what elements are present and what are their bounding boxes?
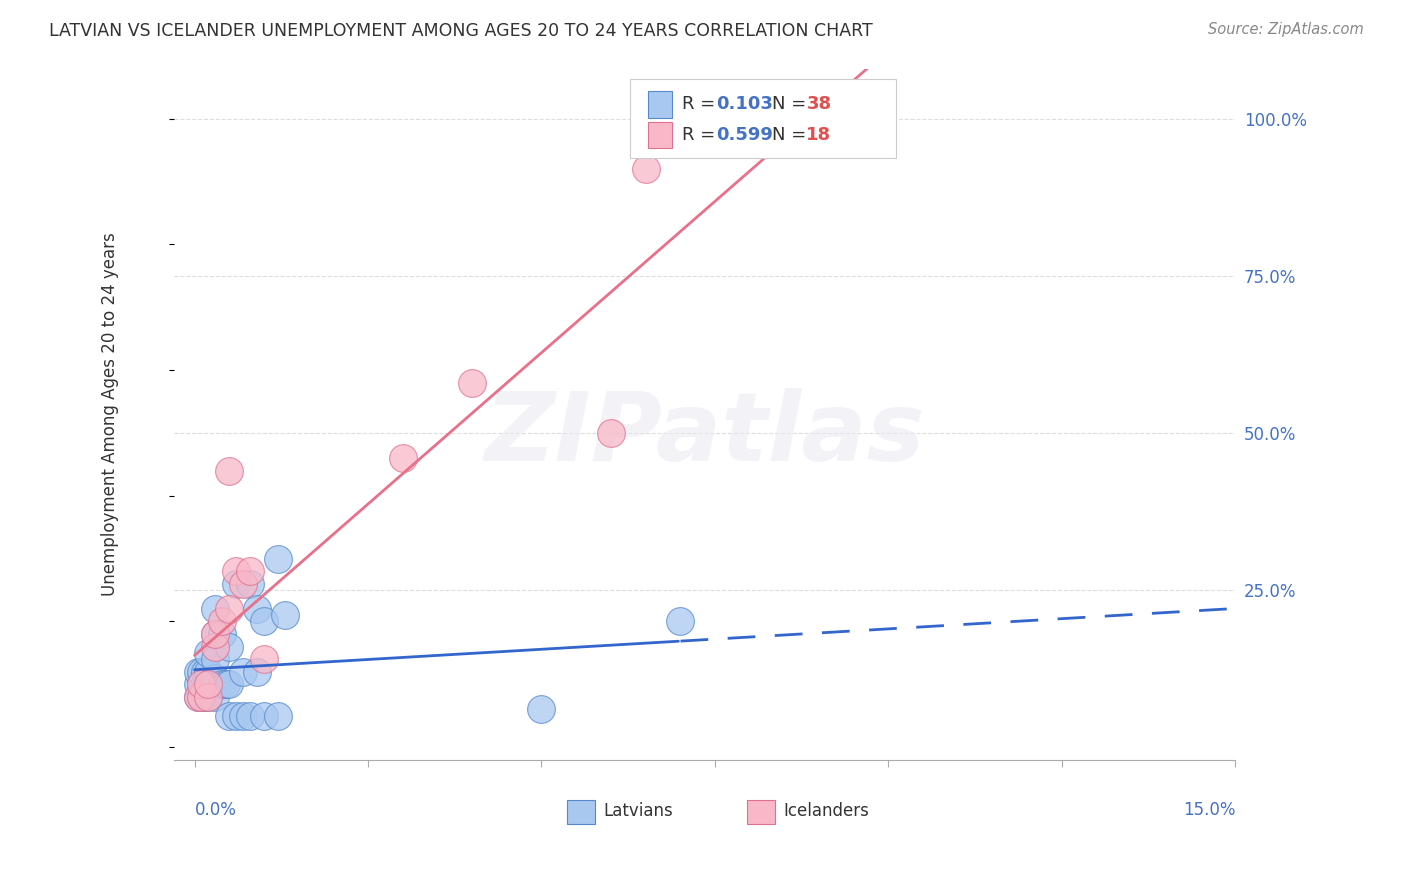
Point <box>204 627 226 641</box>
Point <box>239 564 262 578</box>
Point <box>204 671 226 685</box>
Point <box>204 627 226 641</box>
Point <box>225 564 247 578</box>
Point <box>246 665 269 679</box>
Point <box>197 677 219 691</box>
Text: 0.103: 0.103 <box>716 95 773 113</box>
Point <box>187 690 209 704</box>
Point <box>267 708 290 723</box>
Point <box>253 652 276 666</box>
Point <box>215 677 238 691</box>
Point <box>194 665 217 679</box>
Text: Unemployment Among Ages 20 to 24 years: Unemployment Among Ages 20 to 24 years <box>101 232 120 596</box>
Point <box>669 615 692 629</box>
Point <box>190 690 212 704</box>
Point <box>190 665 212 679</box>
Text: LATVIAN VS ICELANDER UNEMPLOYMENT AMONG AGES 20 TO 24 YEARS CORRELATION CHART: LATVIAN VS ICELANDER UNEMPLOYMENT AMONG … <box>49 22 873 40</box>
Point <box>187 677 209 691</box>
Text: R =: R = <box>682 126 721 144</box>
Text: Source: ZipAtlas.com: Source: ZipAtlas.com <box>1208 22 1364 37</box>
Point <box>246 602 269 616</box>
Point <box>274 608 297 623</box>
Point <box>599 425 621 440</box>
Point <box>218 708 240 723</box>
Point <box>197 677 219 691</box>
FancyBboxPatch shape <box>648 91 672 118</box>
Point <box>187 665 209 679</box>
Point <box>197 690 219 704</box>
Point <box>190 677 212 691</box>
Point <box>190 677 212 691</box>
Text: Latvians: Latvians <box>603 803 673 821</box>
Point <box>204 640 226 654</box>
Point <box>253 615 276 629</box>
Point <box>267 551 290 566</box>
Text: R =: R = <box>682 95 721 113</box>
Text: 38: 38 <box>807 95 831 113</box>
Point <box>204 690 226 704</box>
Point <box>211 627 233 641</box>
Point <box>461 376 484 390</box>
FancyBboxPatch shape <box>567 800 595 824</box>
Point <box>190 690 212 704</box>
Text: 15.0%: 15.0% <box>1182 801 1236 819</box>
Point <box>232 708 254 723</box>
Text: Icelanders: Icelanders <box>783 803 869 821</box>
Text: ZIPatlas: ZIPatlas <box>484 388 925 482</box>
Point <box>187 690 209 704</box>
Point <box>194 690 217 704</box>
Point <box>218 602 240 616</box>
Point <box>211 677 233 691</box>
Point <box>634 162 657 177</box>
FancyBboxPatch shape <box>630 78 896 159</box>
Point <box>204 602 226 616</box>
Point <box>232 665 254 679</box>
Point <box>218 677 240 691</box>
Point <box>197 690 219 704</box>
Point <box>218 640 240 654</box>
Point <box>225 708 247 723</box>
Point <box>232 576 254 591</box>
Text: N =: N = <box>772 95 813 113</box>
Point <box>253 708 276 723</box>
FancyBboxPatch shape <box>648 121 672 148</box>
Point <box>391 450 413 465</box>
Text: 0.599: 0.599 <box>716 126 773 144</box>
Point <box>239 708 262 723</box>
Point <box>530 702 553 716</box>
Text: 18: 18 <box>807 126 831 144</box>
Point <box>211 615 233 629</box>
Text: 0.0%: 0.0% <box>194 801 236 819</box>
Point <box>204 652 226 666</box>
Point <box>197 646 219 660</box>
Point <box>225 576 247 591</box>
FancyBboxPatch shape <box>747 800 775 824</box>
Point <box>218 464 240 478</box>
Point <box>197 665 219 679</box>
Point <box>239 576 262 591</box>
Text: N =: N = <box>772 126 813 144</box>
